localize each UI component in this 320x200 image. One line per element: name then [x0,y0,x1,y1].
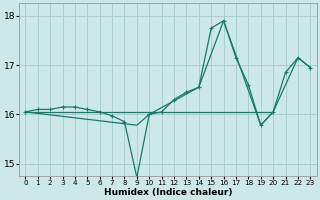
X-axis label: Humidex (Indice chaleur): Humidex (Indice chaleur) [104,188,232,197]
